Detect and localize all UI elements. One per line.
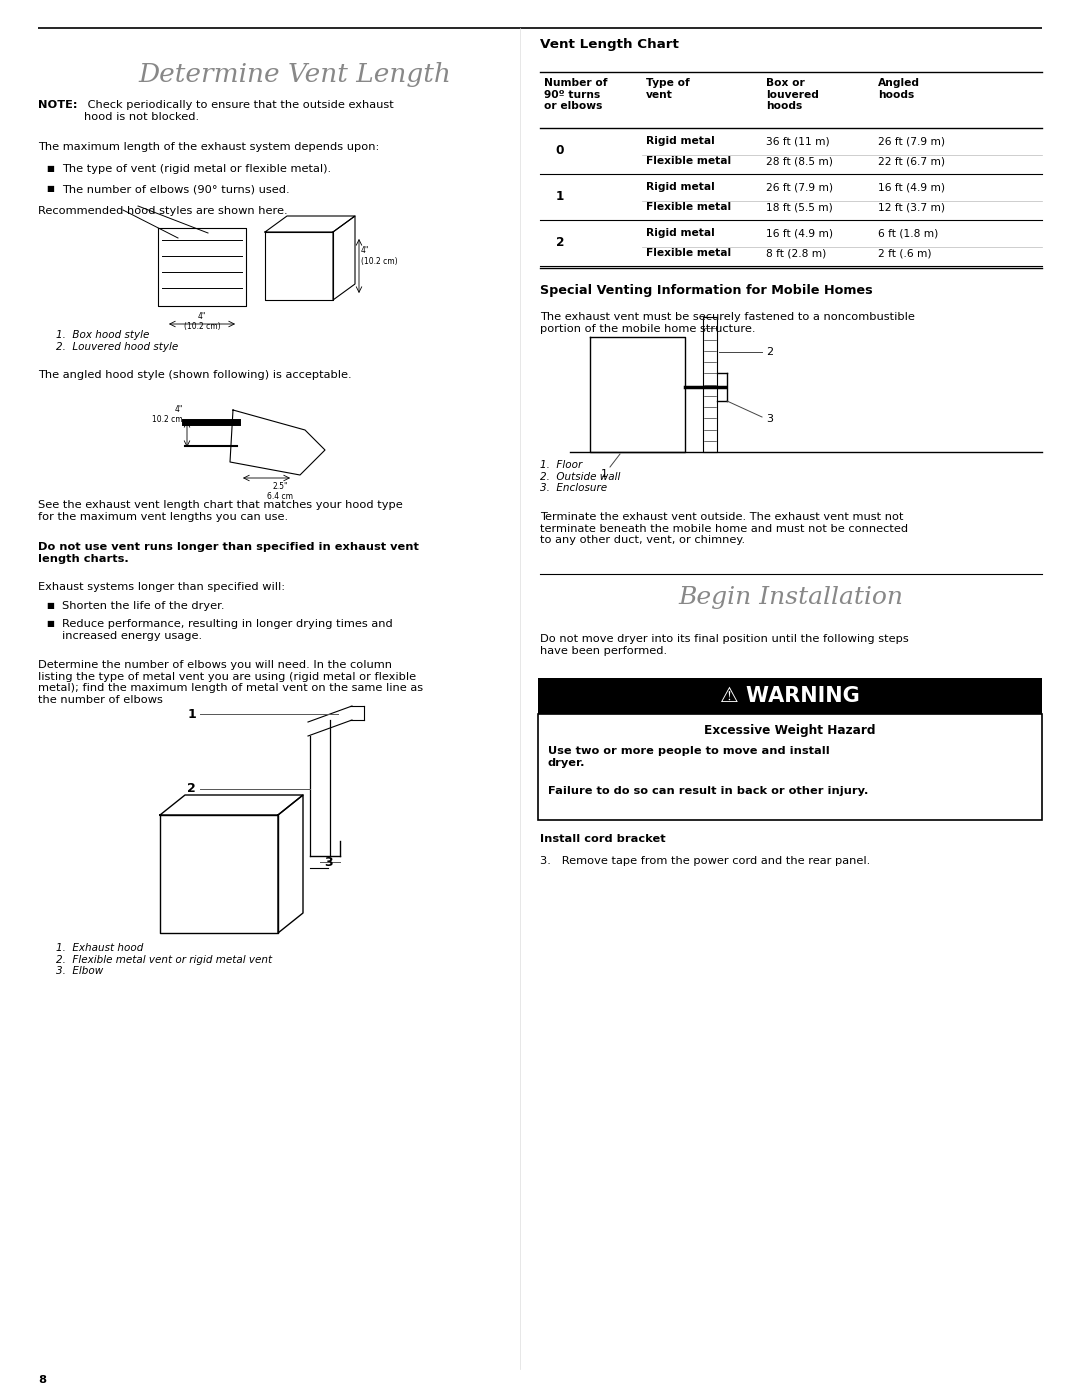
Text: 8 ft (2.8 m): 8 ft (2.8 m) bbox=[766, 249, 826, 258]
Text: Number of
90º turns
or elbows: Number of 90º turns or elbows bbox=[544, 78, 607, 112]
Text: The type of vent (rigid metal or flexible metal).: The type of vent (rigid metal or flexibl… bbox=[62, 163, 332, 175]
Text: 16 ft (4.9 m): 16 ft (4.9 m) bbox=[766, 228, 833, 237]
Text: Install cord bracket: Install cord bracket bbox=[540, 834, 665, 844]
Text: 12 ft (3.7 m): 12 ft (3.7 m) bbox=[878, 203, 945, 212]
Text: 4"
(10.2 cm): 4" (10.2 cm) bbox=[184, 312, 220, 331]
Text: 2 ft (.6 m): 2 ft (.6 m) bbox=[878, 249, 931, 258]
Text: Flexible metal: Flexible metal bbox=[646, 156, 731, 166]
Text: Do not move dryer into its final position until the following steps
have been pe: Do not move dryer into its final positio… bbox=[540, 634, 908, 655]
Text: Shorten the life of the dryer.: Shorten the life of the dryer. bbox=[62, 601, 225, 610]
Text: ■: ■ bbox=[46, 184, 54, 193]
Text: Angled
hoods: Angled hoods bbox=[878, 78, 920, 99]
Bar bbox=[538, 678, 1042, 714]
Text: 18 ft (5.5 m): 18 ft (5.5 m) bbox=[766, 203, 833, 212]
Text: Rigid metal: Rigid metal bbox=[646, 182, 715, 191]
Text: Do not use vent runs longer than specified in exhaust vent
length charts.: Do not use vent runs longer than specifi… bbox=[38, 542, 419, 563]
Text: Terminate the exhaust vent outside. The exhaust vent must not
terminate beneath : Terminate the exhaust vent outside. The … bbox=[540, 511, 908, 545]
Text: Failure to do so can result in back or other injury.: Failure to do so can result in back or o… bbox=[548, 787, 868, 796]
Text: Type of
vent: Type of vent bbox=[646, 78, 690, 99]
Text: ■: ■ bbox=[46, 619, 54, 629]
Text: 1.  Box hood style
2.  Louvered hood style: 1. Box hood style 2. Louvered hood style bbox=[56, 330, 178, 352]
Text: Recommended hood styles are shown here.: Recommended hood styles are shown here. bbox=[38, 205, 287, 217]
Text: ■: ■ bbox=[46, 601, 54, 610]
Text: 1.  Floor
2.  Outside wall
3.  Enclosure: 1. Floor 2. Outside wall 3. Enclosure bbox=[540, 460, 620, 493]
Text: The number of elbows (90° turns) used.: The number of elbows (90° turns) used. bbox=[62, 184, 289, 194]
Text: Flexible metal: Flexible metal bbox=[646, 249, 731, 258]
Text: Rigid metal: Rigid metal bbox=[646, 228, 715, 237]
Text: The maximum length of the exhaust system depends upon:: The maximum length of the exhaust system… bbox=[38, 142, 379, 152]
Text: 4"
10.2 cm: 4" 10.2 cm bbox=[152, 405, 183, 425]
Text: Exhaust systems longer than specified will:: Exhaust systems longer than specified wi… bbox=[38, 583, 285, 592]
Text: 26 ft (7.9 m): 26 ft (7.9 m) bbox=[766, 182, 833, 191]
Text: 3: 3 bbox=[324, 855, 333, 869]
Text: 28 ft (8.5 m): 28 ft (8.5 m) bbox=[766, 156, 833, 166]
Text: 1: 1 bbox=[556, 190, 564, 204]
Text: Rigid metal: Rigid metal bbox=[646, 136, 715, 147]
Text: Determine Vent Length: Determine Vent Length bbox=[138, 61, 451, 87]
Text: 0: 0 bbox=[556, 144, 564, 158]
Text: The exhaust vent must be securely fastened to a noncombustible
portion of the mo: The exhaust vent must be securely fasten… bbox=[540, 312, 915, 334]
Text: The angled hood style (shown following) is acceptable.: The angled hood style (shown following) … bbox=[38, 370, 352, 380]
Text: ■: ■ bbox=[46, 163, 54, 173]
Text: 16 ft (4.9 m): 16 ft (4.9 m) bbox=[878, 182, 945, 191]
Bar bbox=[538, 714, 1042, 820]
Text: Vent Length Chart: Vent Length Chart bbox=[540, 38, 679, 52]
Text: 26 ft (7.9 m): 26 ft (7.9 m) bbox=[878, 136, 945, 147]
Text: 3.   Remove tape from the power cord and the rear panel.: 3. Remove tape from the power cord and t… bbox=[540, 856, 870, 866]
Text: 4"
(10.2 cm): 4" (10.2 cm) bbox=[361, 246, 397, 265]
Text: 8: 8 bbox=[38, 1375, 46, 1384]
Text: 6 ft (1.8 m): 6 ft (1.8 m) bbox=[878, 228, 939, 237]
Text: 3: 3 bbox=[766, 414, 773, 425]
Text: Determine the number of elbows you will need. In the column
listing the type of : Determine the number of elbows you will … bbox=[38, 659, 423, 705]
Text: 1: 1 bbox=[187, 707, 195, 721]
Text: Flexible metal: Flexible metal bbox=[646, 203, 731, 212]
Text: 2: 2 bbox=[556, 236, 564, 250]
Text: 36 ft (11 m): 36 ft (11 m) bbox=[766, 136, 829, 147]
Text: See the exhaust vent length chart that matches your hood type
for the maximum ve: See the exhaust vent length chart that m… bbox=[38, 500, 403, 521]
Text: Check periodically to ensure that the outside exhaust
hood is not blocked.: Check periodically to ensure that the ou… bbox=[84, 101, 394, 122]
Bar bbox=[703, 317, 717, 453]
Text: Box or
louvered
hoods: Box or louvered hoods bbox=[766, 78, 819, 112]
Text: NOTE:: NOTE: bbox=[38, 101, 78, 110]
Text: Reduce performance, resulting in longer drying times and
increased energy usage.: Reduce performance, resulting in longer … bbox=[62, 619, 393, 641]
Text: 2.5"
6.4 cm: 2.5" 6.4 cm bbox=[267, 482, 293, 502]
Text: 1.  Exhaust hood
2.  Flexible metal vent or rigid metal vent
3.  Elbow: 1. Exhaust hood 2. Flexible metal vent o… bbox=[56, 943, 272, 977]
Text: Excessive Weight Hazard: Excessive Weight Hazard bbox=[704, 724, 876, 738]
Text: Special Venting Information for Mobile Homes: Special Venting Information for Mobile H… bbox=[540, 284, 873, 298]
Text: Begin Installation: Begin Installation bbox=[678, 585, 904, 609]
Text: ⚠ WARNING: ⚠ WARNING bbox=[720, 686, 860, 705]
Text: 22 ft (6.7 m): 22 ft (6.7 m) bbox=[878, 156, 945, 166]
Text: 2: 2 bbox=[187, 782, 195, 795]
Text: 2: 2 bbox=[766, 346, 773, 358]
Text: 1: 1 bbox=[600, 469, 608, 479]
Text: Use two or more people to move and install
dryer.: Use two or more people to move and insta… bbox=[548, 746, 829, 767]
